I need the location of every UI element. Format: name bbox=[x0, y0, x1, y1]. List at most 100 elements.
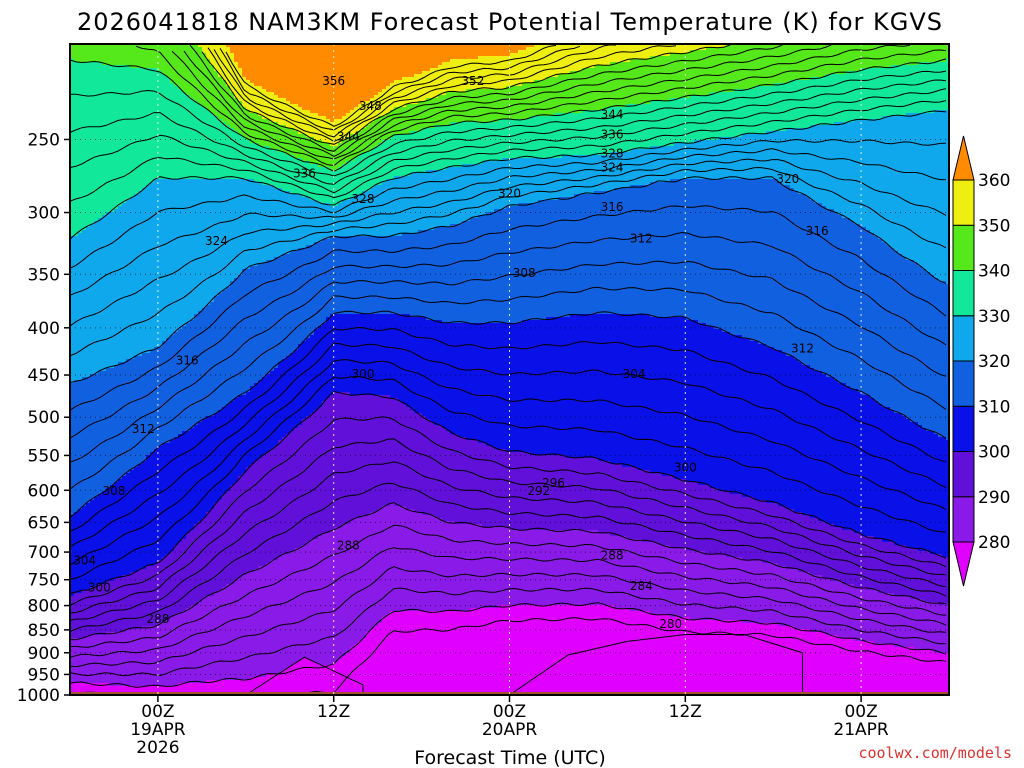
theta-fill-cell bbox=[170, 617, 175, 687]
theta-fill-cell bbox=[794, 359, 799, 513]
theta-fill-cell bbox=[190, 320, 195, 429]
theta-fill-cell bbox=[766, 86, 771, 132]
x-tick-label: 00Z bbox=[141, 702, 174, 722]
theta-fill-cell bbox=[646, 149, 651, 186]
theta-fill-cell bbox=[274, 446, 279, 561]
theta-fill-cell bbox=[858, 71, 863, 120]
theta-fill-cell bbox=[674, 53, 679, 99]
theta-fill-cell bbox=[766, 44, 771, 87]
theta-fill-cell bbox=[394, 236, 399, 315]
theta-fill-cell bbox=[706, 485, 711, 555]
theta-fill-cell bbox=[918, 599, 923, 651]
theta-fill-cell bbox=[510, 158, 515, 207]
theta-fill-cell bbox=[722, 332, 727, 492]
theta-fill-cell bbox=[770, 131, 775, 180]
theta-fill-cell bbox=[314, 329, 319, 411]
theta-fill-cell bbox=[570, 113, 575, 156]
theta-fill-cell bbox=[354, 158, 359, 195]
theta-fill-cell bbox=[154, 626, 159, 687]
theta-fill-cell bbox=[838, 122, 843, 216]
theta-fill-cell bbox=[230, 179, 235, 282]
theta-fill-cell bbox=[634, 314, 639, 468]
theta-fill-cell bbox=[454, 167, 459, 225]
theta-fill-cell bbox=[790, 356, 795, 510]
contour-label: 308 bbox=[102, 484, 125, 498]
theta-fill-cell bbox=[226, 86, 231, 126]
theta-fill-cell bbox=[614, 62, 619, 108]
theta-fill-cell bbox=[422, 71, 427, 102]
theta-fill-cell bbox=[166, 620, 171, 687]
theta-fill-cell bbox=[306, 137, 311, 162]
theta-fill-cell bbox=[502, 44, 507, 57]
theta-fill-cell bbox=[510, 86, 515, 120]
theta-fill-cell bbox=[198, 311, 203, 423]
theta-fill-cell bbox=[538, 605, 543, 695]
theta-fill-cell bbox=[466, 59, 471, 90]
theta-fill-cell bbox=[206, 44, 211, 60]
theta-fill-cell bbox=[518, 452, 523, 531]
theta-fill-cell bbox=[170, 179, 175, 336]
theta-fill-cell bbox=[182, 44, 187, 93]
theta-fill-cell bbox=[286, 356, 291, 435]
theta-fill-cell bbox=[610, 536, 615, 606]
theta-fill-cell bbox=[194, 683, 199, 695]
theta-fill-cell bbox=[486, 212, 491, 324]
theta-fill-cell bbox=[218, 44, 223, 78]
theta-fill-cell bbox=[566, 458, 571, 531]
theta-fill-cell bbox=[474, 89, 479, 123]
y-tick-label: 700 bbox=[28, 543, 60, 563]
theta-fill-cell bbox=[754, 179, 759, 342]
theta-fill-cell bbox=[846, 71, 851, 123]
theta-fill-cell bbox=[730, 92, 735, 138]
theta-fill-cell bbox=[102, 584, 107, 636]
isentrope-line bbox=[171, 44, 911, 160]
theta-fill-cell bbox=[654, 101, 659, 147]
theta-fill-cell bbox=[598, 533, 603, 606]
theta-fill-cell bbox=[114, 632, 119, 687]
theta-fill-cell bbox=[478, 524, 483, 609]
theta-fill-cell bbox=[198, 104, 203, 180]
theta-fill-cell bbox=[842, 383, 847, 531]
theta-fill-cell bbox=[362, 515, 367, 639]
theta-fill-cell bbox=[438, 65, 443, 96]
theta-fill-cell bbox=[582, 194, 587, 315]
theta-fill-cell bbox=[774, 503, 779, 564]
theta-fill-cell bbox=[238, 680, 243, 695]
theta-fill-cell bbox=[458, 611, 463, 695]
theta-fill-cell bbox=[942, 557, 947, 606]
theta-fill-cell bbox=[362, 128, 367, 153]
theta-fill-cell bbox=[422, 317, 427, 417]
colorbar-label: 300 bbox=[978, 443, 1010, 463]
isentrope-line bbox=[70, 547, 947, 658]
theta-fill-cell bbox=[442, 170, 447, 228]
theta-fill-cell bbox=[490, 161, 495, 213]
theta-fill-cell bbox=[362, 191, 367, 237]
theta-fill-cell bbox=[662, 146, 667, 183]
theta-fill-cell bbox=[526, 530, 531, 606]
theta-fill-cell bbox=[238, 101, 243, 135]
y-tick-label: 950 bbox=[28, 665, 60, 685]
theta-fill-cell bbox=[574, 605, 579, 695]
theta-fill-cell bbox=[270, 185, 275, 261]
theta-fill-cell bbox=[702, 323, 707, 486]
theta-fill-cell bbox=[594, 155, 599, 192]
theta-fill-cell bbox=[242, 575, 247, 681]
theta-fill-cell bbox=[98, 584, 103, 636]
theta-fill-cell bbox=[166, 179, 171, 339]
theta-fill-cell bbox=[934, 554, 939, 603]
theta-fill-cell bbox=[414, 611, 419, 695]
colorbar-segment bbox=[952, 179, 975, 226]
theta-fill-cell bbox=[258, 182, 263, 264]
theta-fill-cell bbox=[230, 401, 235, 486]
theta-fill-cell bbox=[78, 380, 83, 510]
theta-fill-cell bbox=[406, 134, 411, 177]
theta-fill-cell bbox=[382, 236, 387, 315]
isentrope-line bbox=[183, 44, 836, 157]
theta-fill-cell bbox=[446, 92, 451, 126]
contour-label: 312 bbox=[132, 422, 155, 436]
isentrope-line bbox=[70, 359, 947, 566]
theta-fill-cell bbox=[434, 227, 439, 321]
theta-fill-cell bbox=[526, 320, 531, 453]
theta-fill-cell bbox=[582, 605, 587, 695]
theta-fill-cell bbox=[546, 317, 551, 456]
